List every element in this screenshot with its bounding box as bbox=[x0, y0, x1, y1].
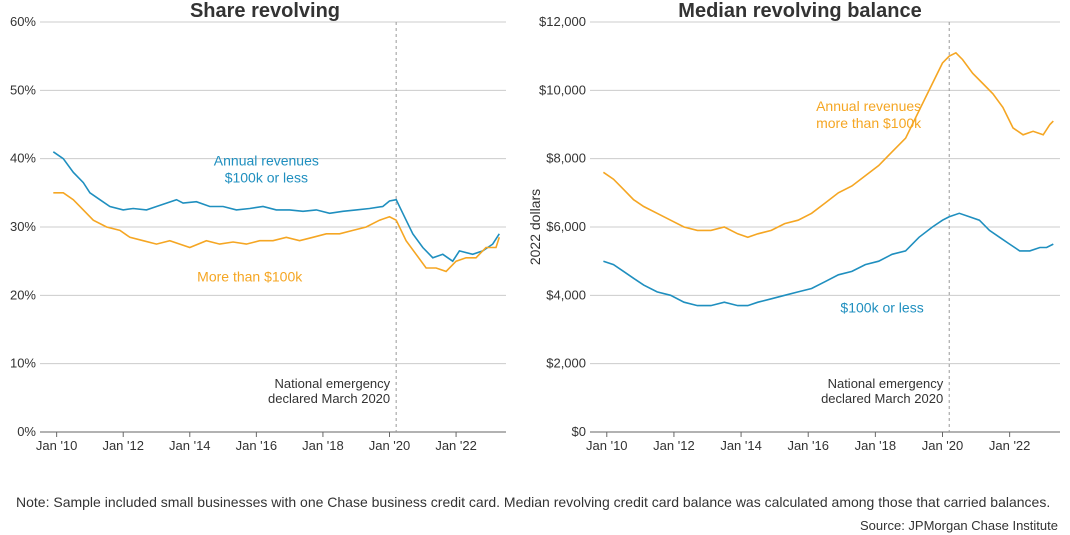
svg-text:Annual revenues: Annual revenues bbox=[816, 98, 921, 114]
source-text: Source: JPMorgan Chase Institute bbox=[860, 518, 1058, 533]
svg-text:10%: 10% bbox=[10, 356, 36, 371]
svg-text:$2,000: $2,000 bbox=[546, 356, 586, 371]
svg-text:Jan '12: Jan '12 bbox=[102, 438, 144, 453]
right-chart-title: Median revolving balance bbox=[530, 0, 1070, 23]
svg-text:Jan '20: Jan '20 bbox=[922, 438, 964, 453]
svg-text:$4,000: $4,000 bbox=[546, 287, 586, 302]
svg-text:0%: 0% bbox=[17, 424, 36, 439]
svg-text:50%: 50% bbox=[10, 82, 36, 97]
right-chart-svg: $0$2,000$4,000$6,000$8,000$10,000$12,000… bbox=[530, 0, 1070, 460]
svg-text:Jan '14: Jan '14 bbox=[169, 438, 211, 453]
svg-text:$8,000: $8,000 bbox=[546, 151, 586, 166]
svg-text:Jan '16: Jan '16 bbox=[236, 438, 278, 453]
svg-text:40%: 40% bbox=[10, 151, 36, 166]
svg-text:Jan '14: Jan '14 bbox=[720, 438, 762, 453]
left-chart-svg: 0%10%20%30%40%50%60%Jan '10Jan '12Jan '1… bbox=[0, 0, 530, 460]
chart-row: Share revolving 0%10%20%30%40%50%60%Jan … bbox=[0, 0, 1070, 460]
svg-text:2022 dollars: 2022 dollars bbox=[530, 189, 543, 265]
svg-text:More than $100k: More than $100k bbox=[197, 269, 303, 285]
svg-text:Jan '12: Jan '12 bbox=[653, 438, 695, 453]
note-text: Note: Sample included small businesses w… bbox=[16, 493, 1054, 511]
svg-text:Jan '20: Jan '20 bbox=[369, 438, 411, 453]
svg-text:more than $100k: more than $100k bbox=[816, 115, 922, 131]
svg-text:Jan '10: Jan '10 bbox=[36, 438, 78, 453]
svg-text:Jan '18: Jan '18 bbox=[855, 438, 897, 453]
svg-text:$6,000: $6,000 bbox=[546, 219, 586, 234]
right-chart-cell: Median revolving balance $0 $2,000 $4,000 $… bbox=[530, 0, 1070, 460]
svg-text:declared March 2020: declared March 2020 bbox=[821, 391, 943, 406]
figure: Share revolving 0%10%20%30%40%50%60%Jan … bbox=[0, 0, 1070, 535]
svg-text:Jan '22: Jan '22 bbox=[989, 438, 1031, 453]
svg-text:Jan '10: Jan '10 bbox=[586, 438, 628, 453]
svg-text:$10,000: $10,000 bbox=[539, 82, 586, 97]
svg-text:$100k or less: $100k or less bbox=[225, 170, 308, 186]
svg-text:declared March 2020: declared March 2020 bbox=[268, 391, 390, 406]
svg-text:Jan '16: Jan '16 bbox=[787, 438, 829, 453]
left-chart-title: Share revolving bbox=[0, 0, 530, 23]
svg-text:20%: 20% bbox=[10, 287, 36, 302]
svg-text:30%: 30% bbox=[10, 219, 36, 234]
svg-text:Annual revenues: Annual revenues bbox=[214, 153, 319, 169]
svg-text:Jan '18: Jan '18 bbox=[302, 438, 344, 453]
svg-text:National emergency: National emergency bbox=[828, 376, 944, 391]
series-more_than_100k bbox=[53, 193, 499, 272]
svg-text:Jan '22: Jan '22 bbox=[435, 438, 477, 453]
series-more_than_100k bbox=[603, 53, 1053, 238]
svg-text:$0: $0 bbox=[572, 424, 586, 439]
left-chart-cell: Share revolving 0%10%20%30%40%50%60%Jan … bbox=[0, 0, 530, 460]
svg-text:$100k or less: $100k or less bbox=[840, 299, 923, 315]
svg-text:National emergency: National emergency bbox=[275, 376, 391, 391]
